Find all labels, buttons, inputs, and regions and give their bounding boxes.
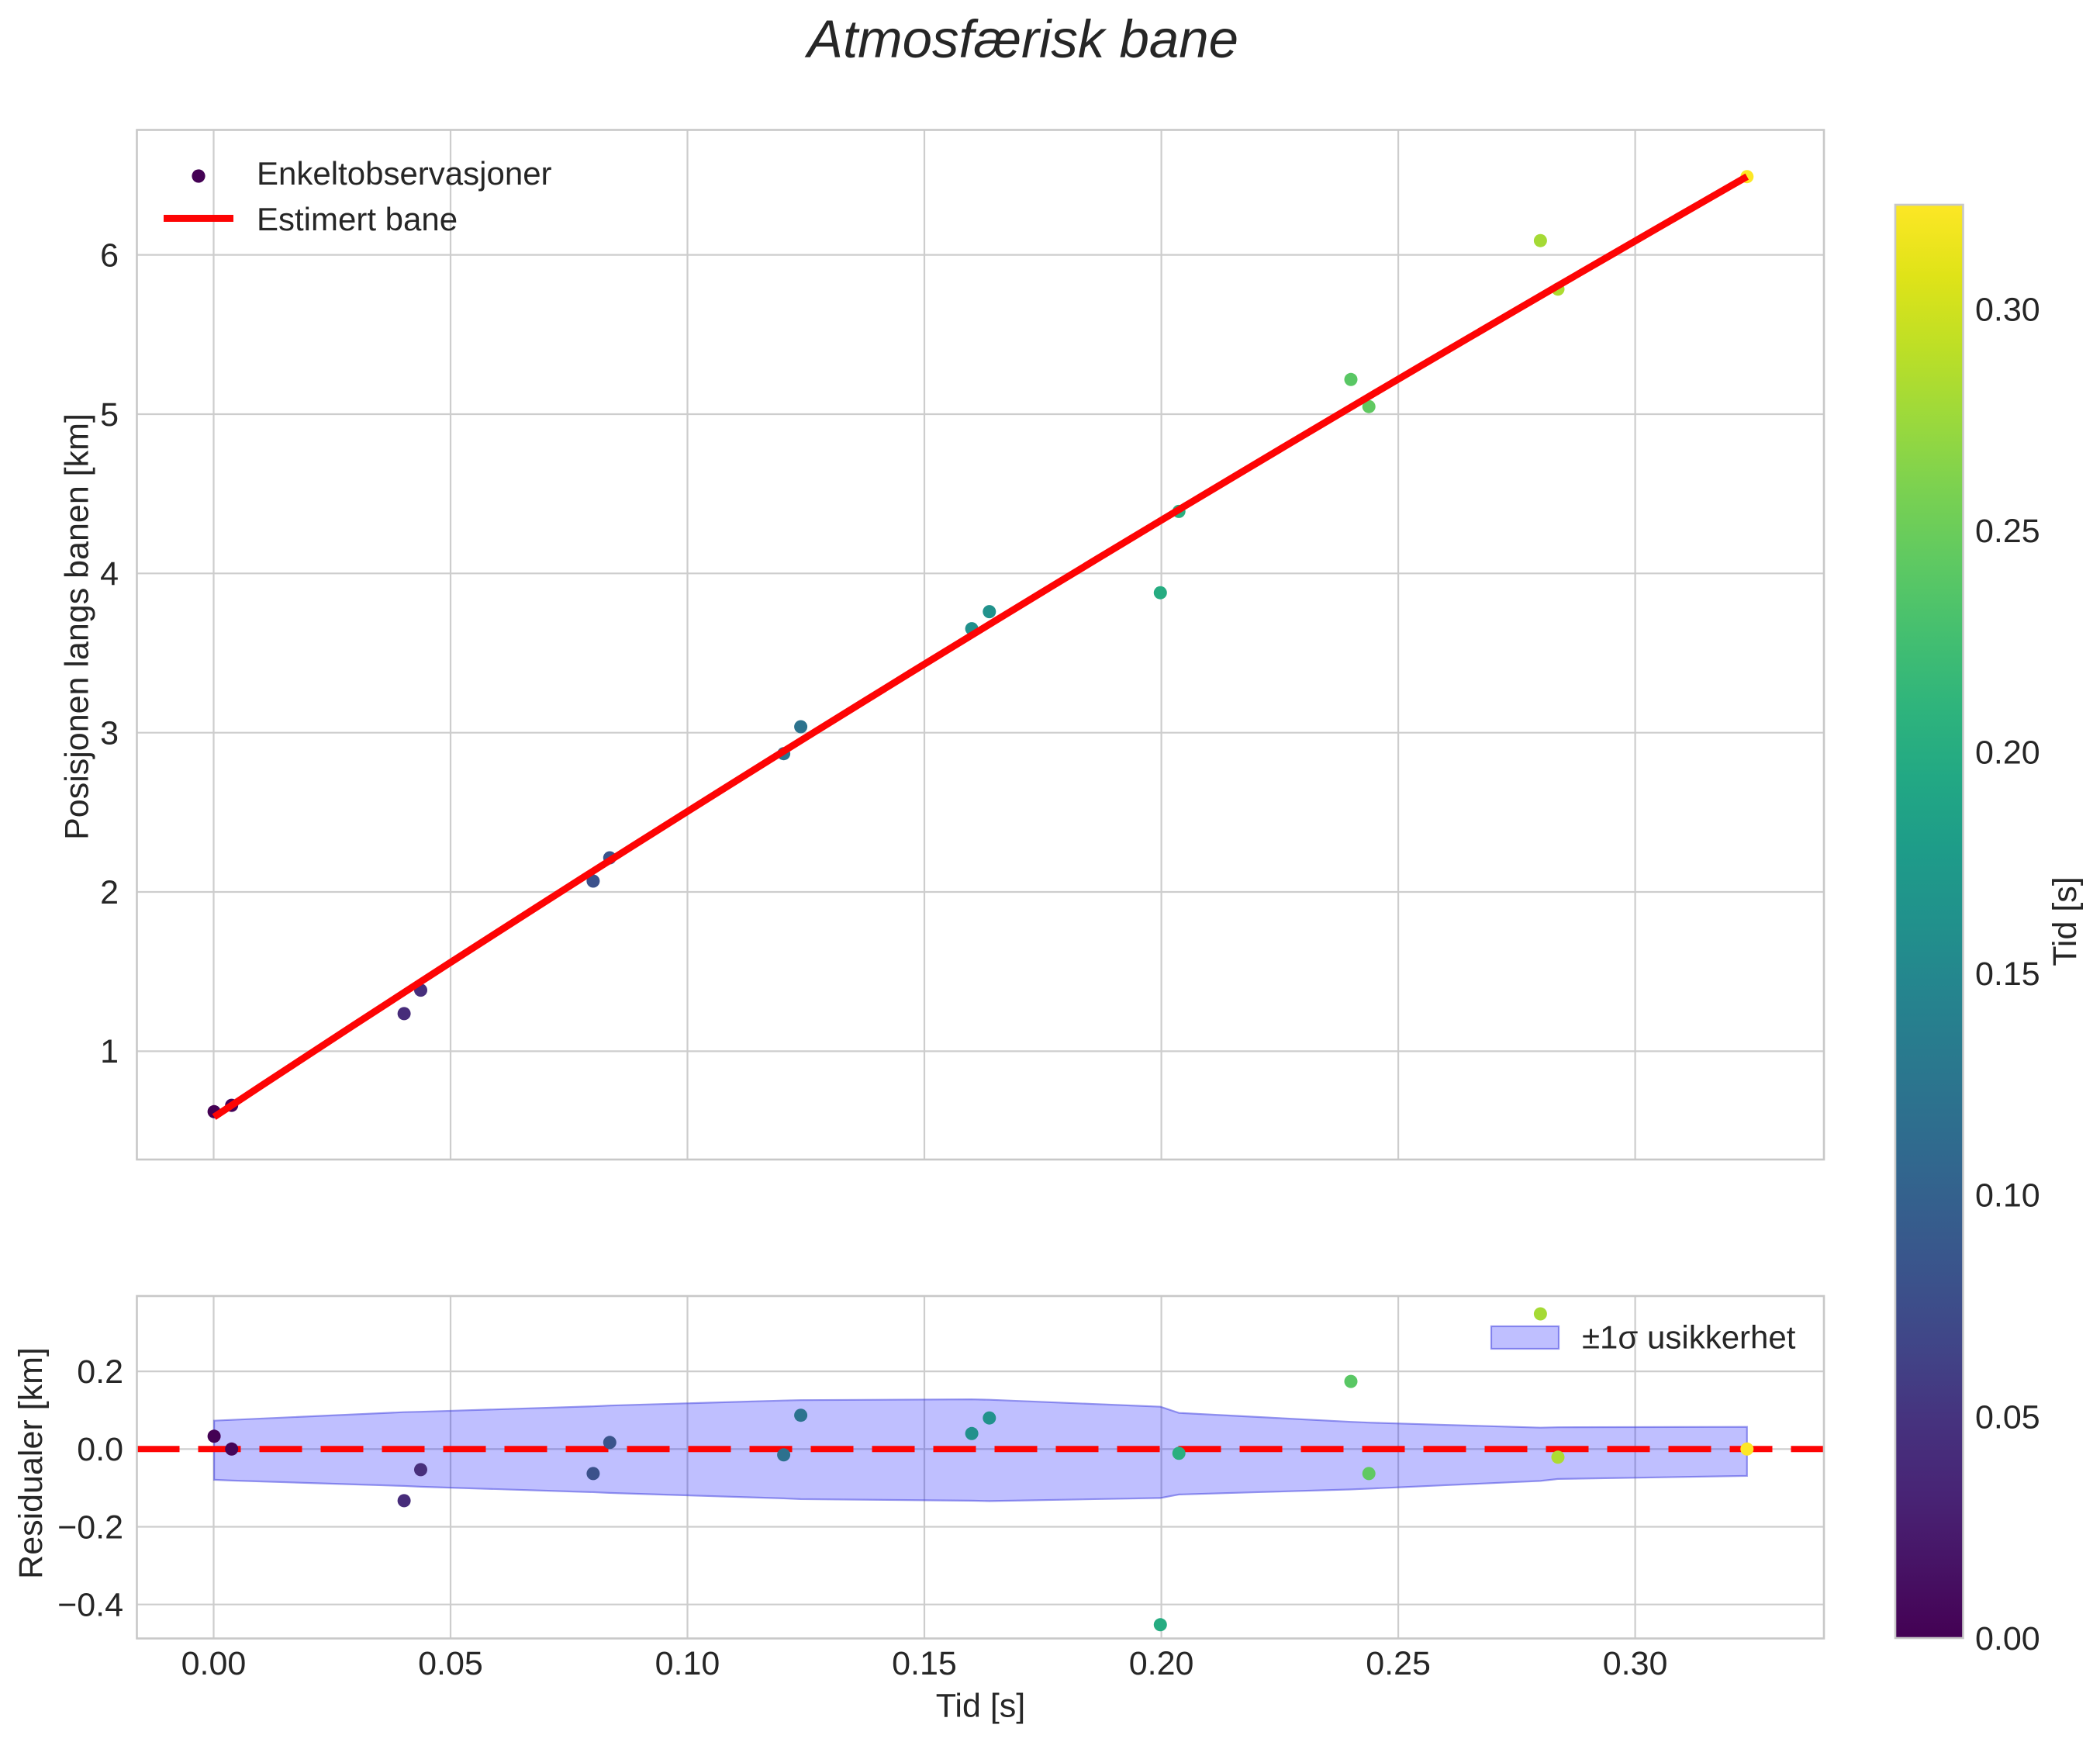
svg-text:0.20: 0.20 — [1975, 734, 2040, 772]
svg-text:0.15: 0.15 — [892, 1645, 957, 1682]
svg-text:Residualer [km]: Residualer [km] — [12, 1347, 50, 1579]
svg-text:4: 4 — [100, 555, 119, 593]
svg-text:0.00: 0.00 — [1975, 1620, 2040, 1657]
svg-text:0.00: 0.00 — [181, 1645, 247, 1682]
svg-text:3: 3 — [100, 715, 119, 752]
svg-text:0.30: 0.30 — [1603, 1645, 1668, 1682]
svg-text:1: 1 — [100, 1033, 119, 1070]
svg-text:Estimert bane: Estimert bane — [257, 201, 458, 237]
svg-text:0.30: 0.30 — [1975, 292, 2040, 329]
svg-text:Posisjonen langs banen [km]: Posisjonen langs banen [km] — [59, 413, 96, 840]
svg-text:2: 2 — [100, 874, 119, 911]
svg-text:0.05: 0.05 — [1975, 1398, 2040, 1436]
svg-text:−0.4: −0.4 — [57, 1587, 123, 1624]
svg-text:5: 5 — [100, 396, 119, 434]
svg-text:0.20: 0.20 — [1129, 1645, 1194, 1682]
svg-text:−0.2: −0.2 — [57, 1509, 123, 1546]
svg-text:0.25: 0.25 — [1975, 513, 2040, 550]
svg-text:0.25: 0.25 — [1366, 1645, 1431, 1682]
svg-text:0.10: 0.10 — [1975, 1177, 2040, 1215]
svg-text:6: 6 — [100, 237, 119, 274]
svg-text:Tid [s]: Tid [s] — [2046, 876, 2084, 966]
svg-text:±1σ usikkerhet: ±1σ usikkerhet — [1582, 1319, 1796, 1356]
svg-text:0.15: 0.15 — [1975, 956, 2040, 993]
svg-text:Enkeltobservasjoner: Enkeltobservasjoner — [257, 155, 552, 192]
svg-text:0.2: 0.2 — [77, 1353, 123, 1391]
svg-text:0.0: 0.0 — [77, 1431, 123, 1468]
svg-text:Tid [s]: Tid [s] — [936, 1688, 1025, 1725]
svg-text:Atmosfærisk bane: Atmosfærisk bane — [804, 9, 1238, 69]
svg-text:0.05: 0.05 — [418, 1645, 483, 1682]
svg-text:0.10: 0.10 — [655, 1645, 720, 1682]
